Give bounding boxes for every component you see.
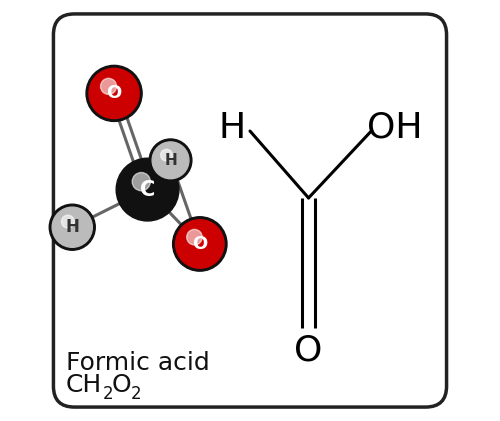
Circle shape bbox=[172, 217, 227, 271]
Circle shape bbox=[132, 173, 150, 191]
Circle shape bbox=[186, 229, 202, 245]
Circle shape bbox=[50, 204, 96, 250]
Text: O: O bbox=[294, 333, 322, 368]
Text: O: O bbox=[192, 235, 208, 253]
Text: C: C bbox=[140, 180, 155, 200]
FancyBboxPatch shape bbox=[54, 14, 446, 407]
Text: OH: OH bbox=[366, 111, 422, 145]
Circle shape bbox=[116, 158, 179, 221]
Text: H: H bbox=[219, 111, 246, 145]
Circle shape bbox=[100, 78, 116, 94]
Text: H: H bbox=[66, 218, 79, 236]
Circle shape bbox=[62, 215, 74, 228]
Circle shape bbox=[176, 220, 224, 268]
Text: O: O bbox=[106, 84, 122, 102]
Text: H: H bbox=[164, 153, 177, 168]
Text: CH: CH bbox=[66, 373, 102, 397]
Circle shape bbox=[86, 65, 142, 121]
Text: Formic acid: Formic acid bbox=[66, 351, 210, 375]
Text: 2: 2 bbox=[131, 385, 141, 403]
Circle shape bbox=[149, 139, 192, 181]
Text: O: O bbox=[111, 373, 131, 397]
Circle shape bbox=[152, 142, 189, 179]
Circle shape bbox=[89, 68, 139, 118]
Text: 2: 2 bbox=[103, 385, 114, 403]
Circle shape bbox=[160, 149, 172, 161]
Circle shape bbox=[119, 161, 176, 218]
Circle shape bbox=[52, 207, 92, 247]
